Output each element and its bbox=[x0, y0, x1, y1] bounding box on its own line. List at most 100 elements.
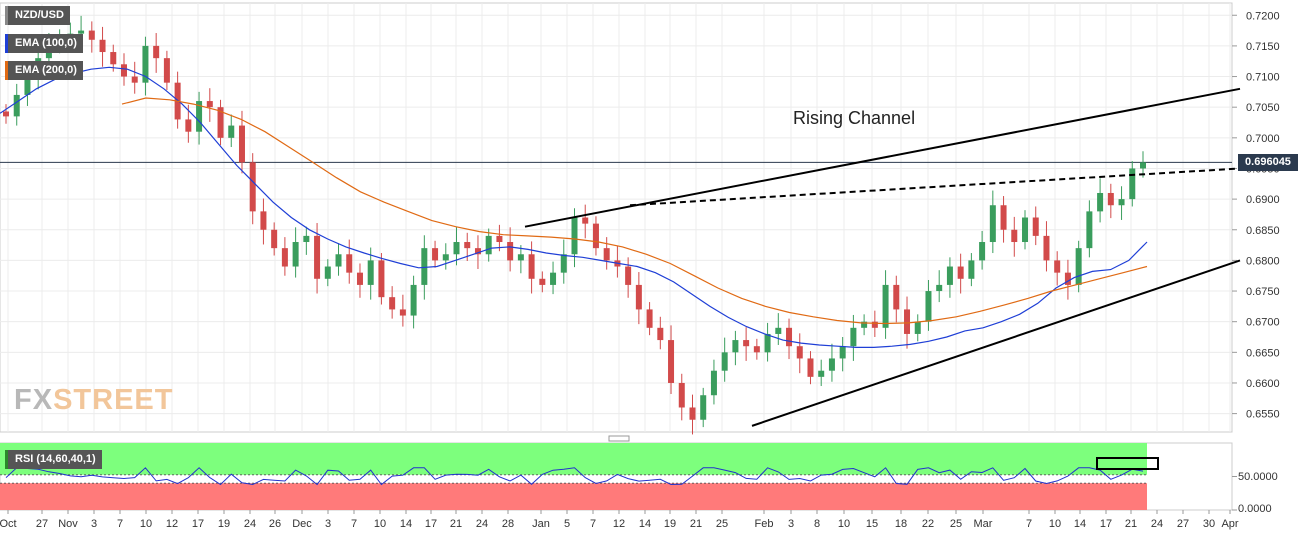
x-tick-label: 12 bbox=[613, 518, 625, 530]
resistance-dashed-line bbox=[629, 167, 1241, 207]
y-tick-label: 0.6800 bbox=[1246, 255, 1280, 267]
candle-body bbox=[550, 272, 557, 285]
candle-body bbox=[335, 254, 342, 267]
candle-body bbox=[625, 266, 632, 285]
candle-body bbox=[721, 352, 728, 371]
candle-body bbox=[936, 284, 943, 292]
candle-body bbox=[464, 242, 471, 249]
x-tick-label: Oct bbox=[0, 518, 17, 530]
y-tick-label: 0.6700 bbox=[1246, 317, 1280, 329]
candle-body bbox=[539, 278, 546, 285]
x-tick-label: 17 bbox=[425, 518, 437, 530]
candle-body bbox=[807, 358, 814, 377]
x-tick-label: 25 bbox=[716, 518, 728, 530]
candle-body bbox=[818, 370, 825, 377]
x-tick-label: 24 bbox=[244, 518, 256, 530]
x-tick-label: 19 bbox=[218, 518, 230, 530]
y-tick-label: 0.7050 bbox=[1246, 102, 1280, 114]
x-tick-label: Apr bbox=[1221, 518, 1238, 530]
candle-body bbox=[110, 52, 117, 65]
ema200-line bbox=[121, 97, 1148, 325]
candle-body bbox=[1011, 229, 1018, 243]
x-tick-label: 14 bbox=[400, 518, 412, 530]
candle-body bbox=[120, 64, 127, 77]
x-tick-label: 24 bbox=[1151, 518, 1163, 530]
x-tick-label: 14 bbox=[639, 518, 651, 530]
candle-body bbox=[850, 327, 857, 347]
x-tick-label: 3 bbox=[325, 518, 331, 530]
candle-body bbox=[228, 125, 235, 138]
candle-body bbox=[839, 346, 846, 359]
x-tick-label: 18 bbox=[895, 518, 907, 530]
y-tick-label: 0.6650 bbox=[1246, 347, 1280, 359]
x-tick-label: 28 bbox=[502, 518, 514, 530]
candle-body bbox=[1075, 248, 1082, 285]
main-panel bbox=[0, 2, 1233, 433]
x-tick-label: 5 bbox=[564, 518, 570, 530]
candle-body bbox=[78, 30, 85, 34]
candle-body bbox=[249, 162, 256, 212]
candle-body bbox=[131, 76, 138, 83]
candle-body bbox=[989, 205, 996, 243]
candle-body bbox=[1107, 192, 1114, 206]
candle-body bbox=[292, 242, 299, 267]
rsi-overbought-zone bbox=[0, 443, 1147, 475]
candle-body bbox=[453, 242, 460, 255]
candle-body bbox=[142, 45, 149, 83]
x-tick-label: 7 bbox=[117, 518, 123, 530]
candle-body bbox=[1022, 217, 1029, 243]
ema100-legend: EMA (100,0) bbox=[5, 34, 83, 53]
x-tick-label: 26 bbox=[269, 518, 281, 530]
y-tick-label: 0.7100 bbox=[1246, 72, 1280, 84]
candle-body bbox=[796, 346, 803, 359]
candle-body bbox=[163, 58, 170, 83]
candle-body bbox=[904, 309, 911, 334]
candle-body bbox=[346, 254, 353, 273]
candle-body bbox=[485, 235, 492, 255]
candle-body bbox=[389, 297, 396, 310]
x-tick-label: 7 bbox=[351, 518, 357, 530]
candle-body bbox=[893, 284, 900, 310]
symbol-legend: NZD/USD bbox=[5, 6, 70, 25]
rsi-tick-50: 50.0000 bbox=[1238, 471, 1278, 483]
candle-body bbox=[217, 107, 224, 138]
x-tick-label: 24 bbox=[476, 518, 488, 530]
candle-body bbox=[753, 346, 760, 353]
candle-body bbox=[700, 395, 707, 420]
x-tick-label: 25 bbox=[950, 518, 962, 530]
candle-body bbox=[1129, 168, 1136, 200]
candle-body bbox=[1086, 211, 1093, 249]
x-tick-label: 21 bbox=[450, 518, 462, 530]
candle-body bbox=[914, 321, 921, 334]
candle-body bbox=[743, 340, 750, 347]
candle-body bbox=[474, 248, 481, 255]
candle-body bbox=[1054, 260, 1061, 273]
candle-body bbox=[786, 327, 793, 347]
x-tick-label: 7 bbox=[590, 518, 596, 530]
candle-body bbox=[1140, 162, 1146, 169]
x-tick-label: Mar bbox=[974, 518, 993, 530]
candle-body bbox=[732, 340, 739, 353]
y-tick-label: 0.7000 bbox=[1246, 133, 1280, 145]
y-tick-label: 0.6850 bbox=[1246, 225, 1280, 237]
candle-body bbox=[979, 242, 986, 261]
candle-body bbox=[1032, 217, 1039, 236]
x-tick-label: 17 bbox=[192, 518, 204, 530]
x-tick-label: Jan bbox=[532, 518, 550, 530]
candle-body bbox=[271, 229, 278, 249]
y-tick-label: 0.6550 bbox=[1246, 409, 1280, 421]
candle-body bbox=[517, 254, 524, 261]
x-tick-label: 3 bbox=[91, 518, 97, 530]
x-tick-label: 17 bbox=[1100, 518, 1112, 530]
candle-body bbox=[99, 39, 106, 53]
x-tick-label: 15 bbox=[866, 518, 878, 530]
candle-body bbox=[657, 327, 664, 341]
y-tick-label: 0.7150 bbox=[1246, 41, 1280, 53]
candle-body bbox=[968, 260, 975, 279]
candle-body bbox=[861, 321, 868, 328]
x-tick-label: 8 bbox=[814, 518, 820, 530]
candle-body bbox=[828, 358, 835, 371]
last-price-tag: 0.696045 bbox=[1238, 154, 1298, 171]
candle-body bbox=[496, 235, 503, 243]
